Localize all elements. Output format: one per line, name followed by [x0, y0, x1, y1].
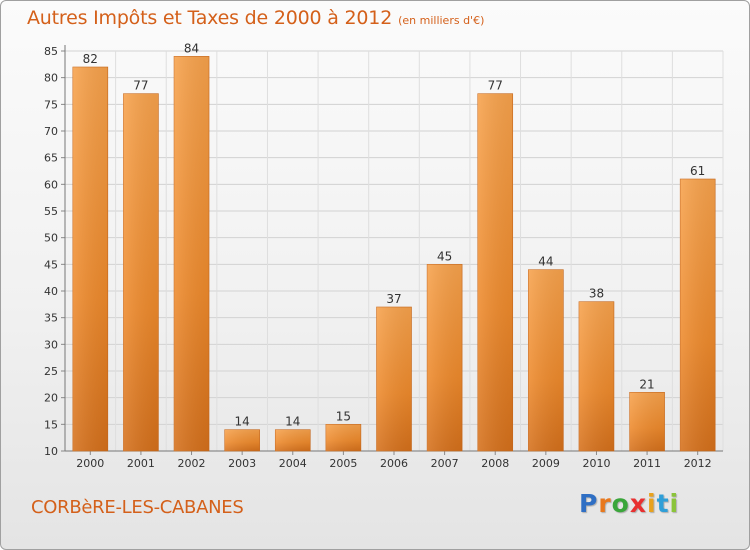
x-tick-label: 2009 — [532, 457, 560, 470]
bar-shade — [629, 392, 665, 451]
commune-name: CORBèRE-LES-CABANES — [31, 497, 244, 518]
y-tick-label: 40 — [44, 285, 58, 298]
logo-letter: i — [647, 489, 657, 518]
bar-shade — [680, 179, 716, 451]
bar-value-label: 14 — [235, 415, 250, 429]
x-tick-label: 2011 — [633, 457, 661, 470]
x-tick-label: 2012 — [684, 457, 712, 470]
y-tick-label: 70 — [44, 125, 58, 138]
bar-value-label: 77 — [133, 79, 148, 93]
y-tick-label: 35 — [44, 312, 58, 325]
logo-letter: r — [598, 489, 612, 518]
x-tick-label: 2008 — [481, 457, 509, 470]
x-tick-label: 2007 — [431, 457, 459, 470]
x-tick-label: 2001 — [127, 457, 155, 470]
y-tick-label: 30 — [44, 338, 58, 351]
y-tick-label: 45 — [44, 258, 58, 271]
bar-shade — [275, 429, 311, 451]
x-tick-label: 2005 — [329, 457, 357, 470]
y-tick-label: 75 — [44, 98, 58, 111]
bar-shade — [528, 269, 564, 451]
bar-value-label: 44 — [538, 255, 553, 269]
x-tick-label: 2003 — [228, 457, 256, 470]
bar-shade — [174, 56, 210, 451]
bar-value-label: 38 — [589, 287, 604, 301]
x-tick-label: 2006 — [380, 457, 408, 470]
y-tick-label: 20 — [44, 392, 58, 405]
bar-shade — [376, 307, 412, 451]
bar-shade — [224, 429, 260, 451]
y-tick-label: 55 — [44, 205, 58, 218]
bar-value-label: 37 — [386, 292, 401, 306]
x-tick-label: 2004 — [279, 457, 307, 470]
data-labels: 82 77 84 14 14 15 37 45 77 44 38 21 61 — [83, 41, 706, 428]
y-tick-label: 80 — [44, 72, 58, 85]
bar-value-label: 45 — [437, 249, 452, 263]
bar-shade — [72, 67, 108, 451]
bar-shade — [477, 93, 513, 452]
bar-shade — [123, 93, 159, 452]
proxiti-logo: Proxiti — [579, 489, 679, 518]
bar-value-label: 14 — [285, 415, 300, 429]
logo-letter: P — [579, 489, 599, 518]
y-tick-label: 50 — [44, 232, 58, 245]
bar-shade — [578, 301, 614, 451]
bar-shade — [325, 424, 361, 451]
bars — [72, 56, 716, 452]
y-tick-label: 60 — [44, 178, 58, 191]
bar-value-label: 21 — [639, 377, 654, 391]
bar-value-label: 84 — [184, 41, 199, 55]
logo-letter: x — [629, 489, 647, 518]
bar-value-label: 61 — [690, 164, 705, 178]
y-tick-label: 25 — [44, 365, 58, 378]
bar-value-label: 77 — [488, 79, 503, 93]
x-tick-label: 2010 — [582, 457, 610, 470]
y-tick-label: 10 — [44, 445, 58, 458]
logo-letter: i — [669, 489, 680, 518]
bar-shade — [427, 264, 463, 451]
y-tick-label: 85 — [44, 45, 58, 58]
title-text: Autres Impôts et Taxes de 2000 à 2012 — [27, 7, 393, 29]
y-tick-label: 65 — [44, 152, 58, 165]
y-tick-label: 15 — [44, 418, 58, 431]
chart-subtitle: (en milliers d'€) — [398, 14, 485, 27]
logo-letter: o — [611, 489, 630, 518]
logo-letter: t — [656, 489, 670, 518]
x-tick-label: 2000 — [76, 457, 104, 470]
x-tick-label: 2002 — [178, 457, 206, 470]
bar-value-label: 15 — [336, 409, 351, 423]
chart-title: Autres Impôts et Taxes de 2000 à 2012 (en… — [27, 7, 484, 29]
bar-value-label: 82 — [83, 52, 98, 66]
